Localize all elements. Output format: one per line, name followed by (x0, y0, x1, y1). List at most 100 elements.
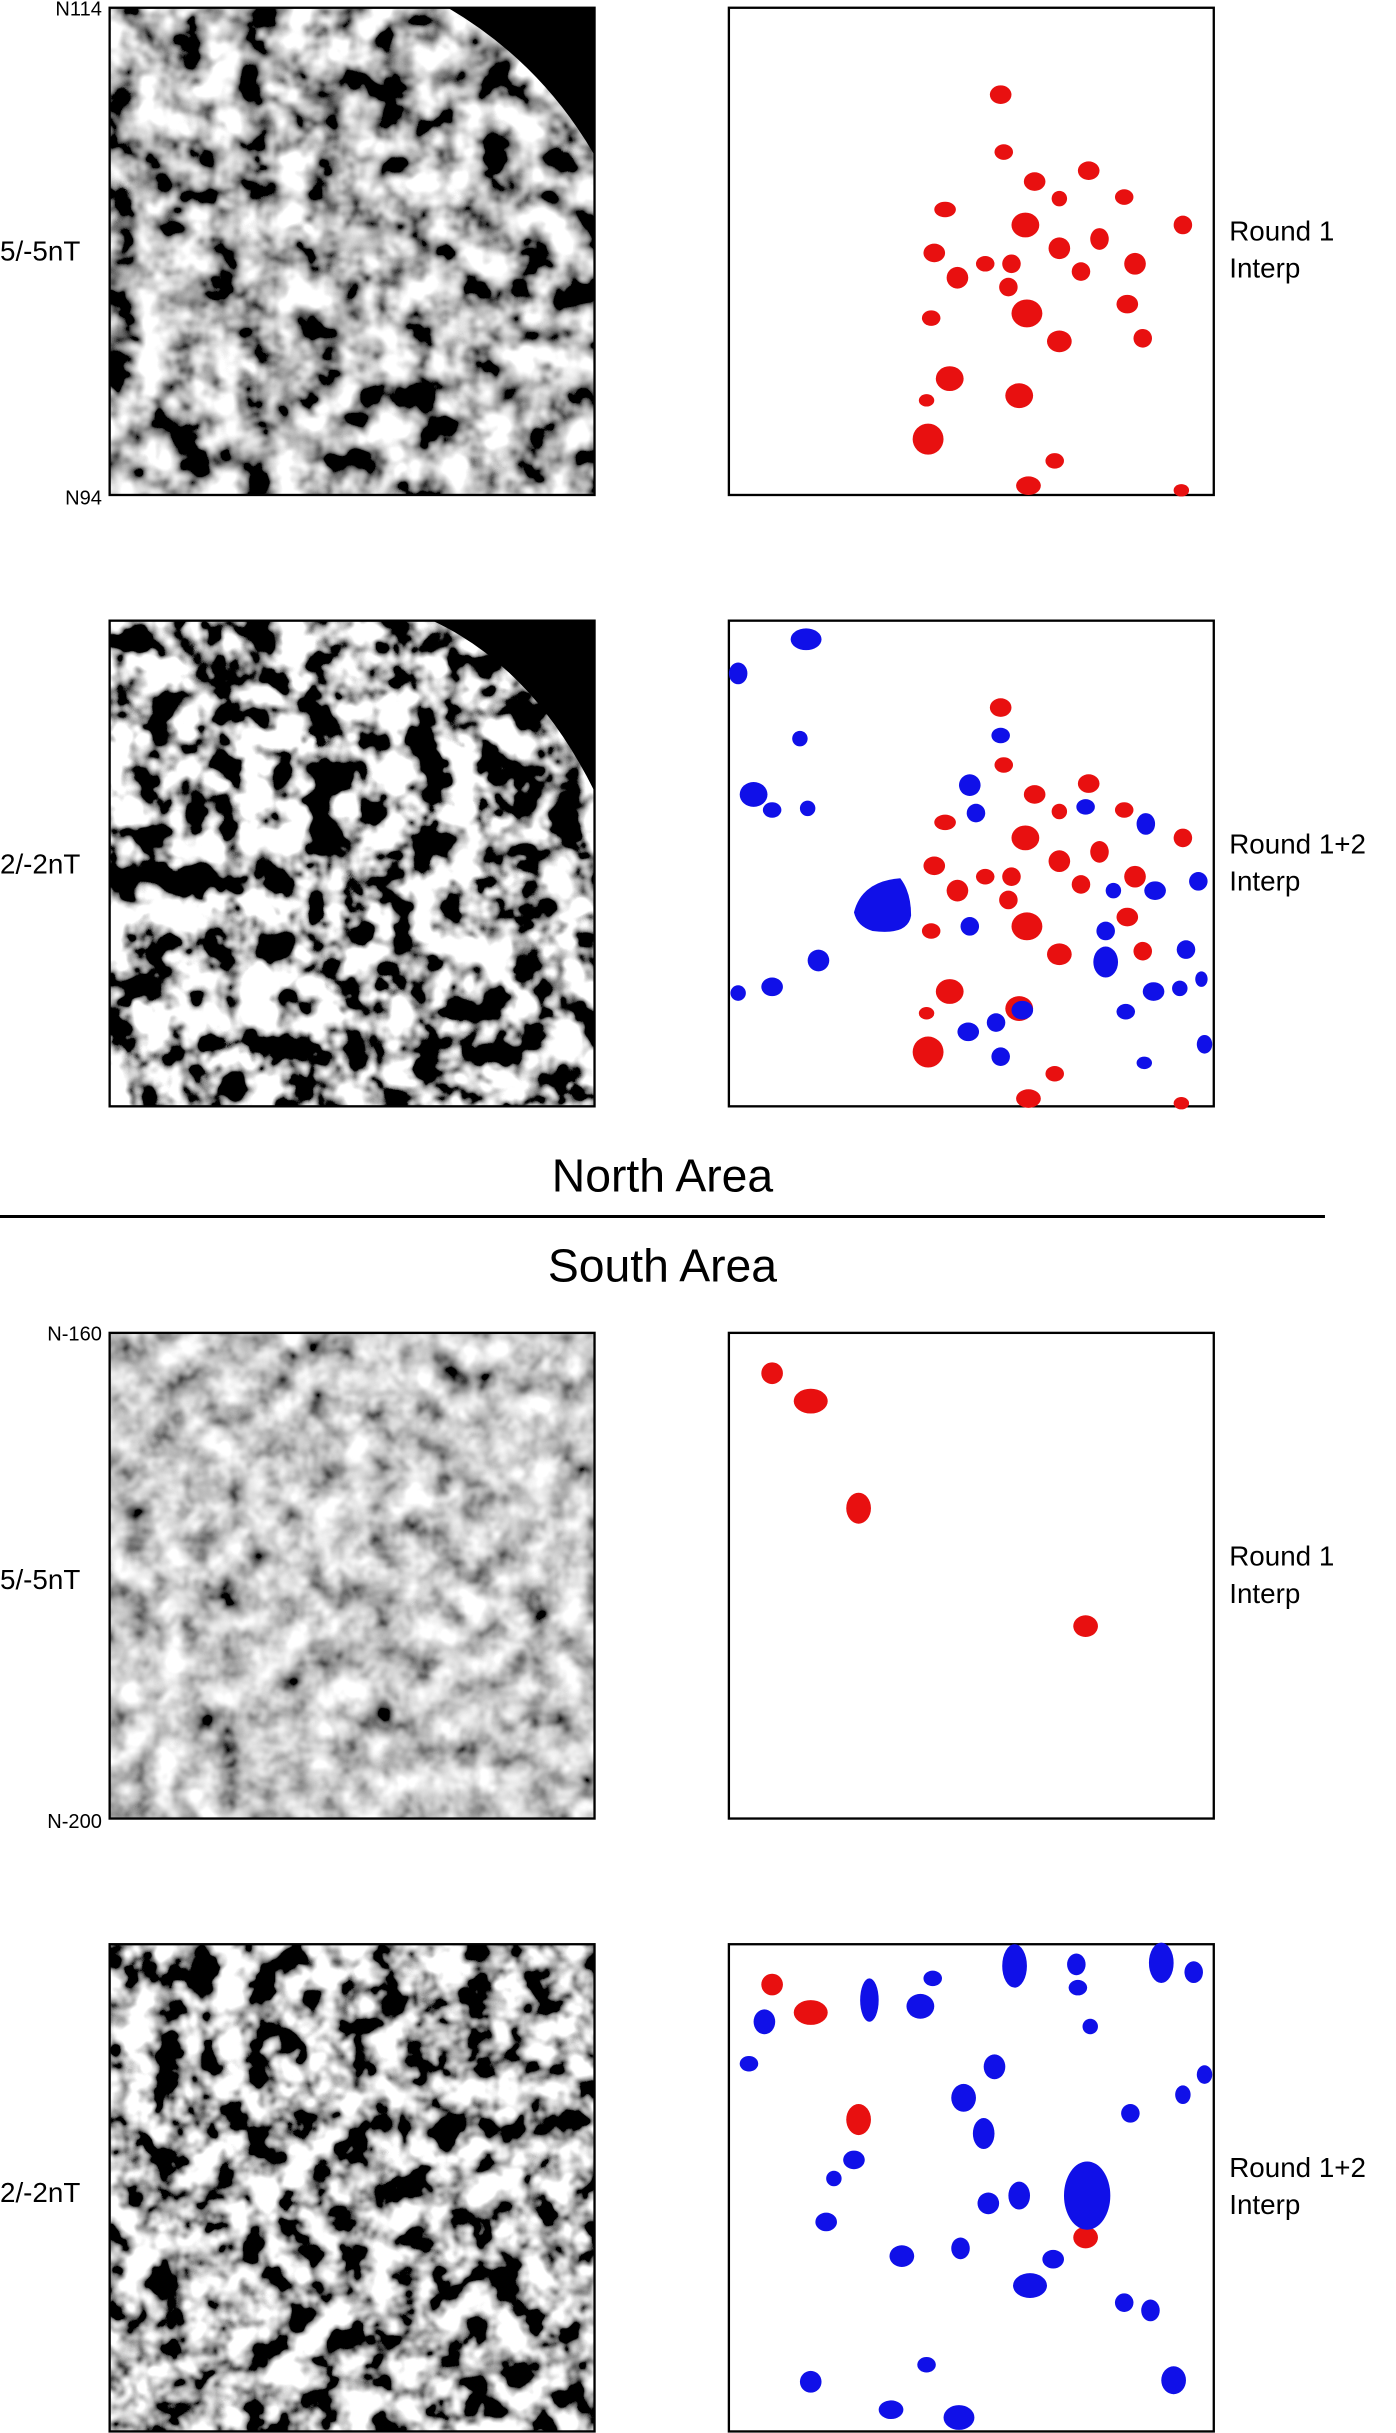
survey-image (109, 620, 595, 1107)
anomaly-blob (918, 394, 935, 407)
anomaly-blob (1121, 2104, 1140, 2123)
image-frame (108, 6, 596, 497)
anomaly-blob (793, 1388, 828, 1414)
anomaly-blob (762, 802, 782, 818)
anomaly-blob (1071, 875, 1091, 894)
anomaly-blob (728, 662, 748, 685)
anomaly-blob (1048, 237, 1071, 260)
survey-image (109, 7, 595, 495)
image-corner (432, 620, 595, 792)
anomaly-blob (1142, 982, 1165, 1001)
anomaly-blob (1175, 2085, 1191, 2105)
anomaly-blob (860, 1978, 879, 2022)
anomaly-blob (1073, 1615, 1098, 1637)
anomaly-blob (923, 1970, 942, 1987)
anomaly-blob (923, 856, 946, 876)
interp-frame (727, 1943, 1215, 2433)
anomaly-blob (1196, 2065, 1213, 2084)
anomaly-blob (1002, 867, 1021, 886)
image-corner (447, 7, 595, 156)
anomaly-blob (958, 774, 981, 797)
interp-frame (727, 619, 1215, 1108)
anomaly-blob (730, 985, 746, 1001)
anomaly-blob (1042, 2249, 1064, 2269)
anomaly-blob (1136, 813, 1156, 835)
anomaly-blob (975, 256, 995, 272)
anomaly-blob (1105, 882, 1122, 899)
anomaly-blob (921, 310, 941, 326)
image-frame (108, 1943, 596, 2433)
anomaly-blob (1173, 1097, 1190, 1110)
anomaly-blob (994, 757, 1014, 773)
anomaly-blob (1045, 1065, 1064, 1082)
anomaly-blob (912, 423, 944, 455)
anomaly-blob (878, 2400, 904, 2420)
anomaly-blob (935, 366, 964, 392)
range-label: N-200 (47, 1811, 102, 1833)
anomaly-blob (986, 1013, 1006, 1032)
range-label: N-160 (47, 1324, 102, 1346)
interp-label: Round 1 (1229, 215, 1334, 246)
anomaly-blob (1093, 946, 1119, 978)
anomaly-blob (1011, 212, 1040, 238)
anomaly-blob (792, 730, 808, 747)
anomaly-blob (994, 144, 1014, 160)
anomaly-blob (1161, 2366, 1186, 2395)
anomaly-blob (790, 628, 822, 651)
anomaly-blob (1116, 294, 1139, 314)
anomaly-blob (843, 2150, 865, 2170)
anomaly-blob (943, 2405, 975, 2430)
anomaly-blob (1124, 252, 1146, 275)
anomaly-blob (815, 2212, 837, 2232)
anomaly-blob (1173, 215, 1193, 235)
interp-label: Round 1+2 (1229, 828, 1366, 859)
anomaly-blob (1082, 2018, 1098, 2035)
anomaly-blob (1090, 840, 1109, 863)
anomaly-blob (983, 2054, 1006, 2080)
anomaly-blob (923, 243, 946, 263)
anomaly-blob (999, 277, 1018, 297)
interp-frame (727, 1331, 1215, 1820)
anomaly-blob (1144, 881, 1166, 900)
anomaly-blob (1008, 2181, 1031, 2210)
anomaly-blob (935, 979, 964, 1004)
interp-label: Round 1 (1229, 1541, 1334, 1572)
anomaly-blob (753, 2009, 776, 2035)
anomaly-blob (853, 878, 912, 932)
anomaly-blob (1005, 383, 1034, 409)
anomaly-blob (1016, 1089, 1041, 1108)
anomaly-blob (1071, 262, 1091, 281)
interp-frame (727, 6, 1215, 497)
anomaly-blob (1136, 1056, 1153, 1070)
anomaly-blob (1002, 1944, 1027, 1988)
anomaly-blob (1051, 803, 1068, 820)
anomaly-blob (1045, 453, 1064, 469)
anomaly-blob (1077, 161, 1100, 180)
scale-label: 5/-5nT (0, 236, 80, 267)
anomaly-blob (989, 698, 1012, 717)
anomaly-blob (991, 1047, 1010, 1066)
anomaly-blob (1141, 2299, 1160, 2322)
anomaly-blob (1048, 850, 1071, 873)
survey-image (109, 1332, 595, 1819)
anomaly-blob (1067, 1953, 1086, 1976)
scale-label: 2/-2nT (0, 2177, 80, 2208)
scale-label: 5/-5nT (0, 1564, 80, 1595)
image-frame (108, 619, 596, 1108)
area-title: South Area (548, 1240, 777, 1292)
anomaly-blob (1063, 2161, 1111, 2230)
anomaly-blob (1189, 872, 1208, 891)
anomaly-blob (917, 2356, 936, 2373)
anomaly-blob (1011, 299, 1043, 328)
anomaly-blob (1077, 774, 1100, 793)
anomaly-blob (1116, 907, 1139, 927)
anomaly-blob (918, 1007, 935, 1020)
interp-label: Interp (1229, 866, 1300, 897)
anomaly-blob (1068, 1979, 1088, 1996)
anomaly-blob (1133, 328, 1153, 348)
anomaly-blob (846, 2104, 871, 2136)
scale-label: 2/-2nT (0, 849, 80, 880)
anomaly-blob (946, 266, 969, 289)
